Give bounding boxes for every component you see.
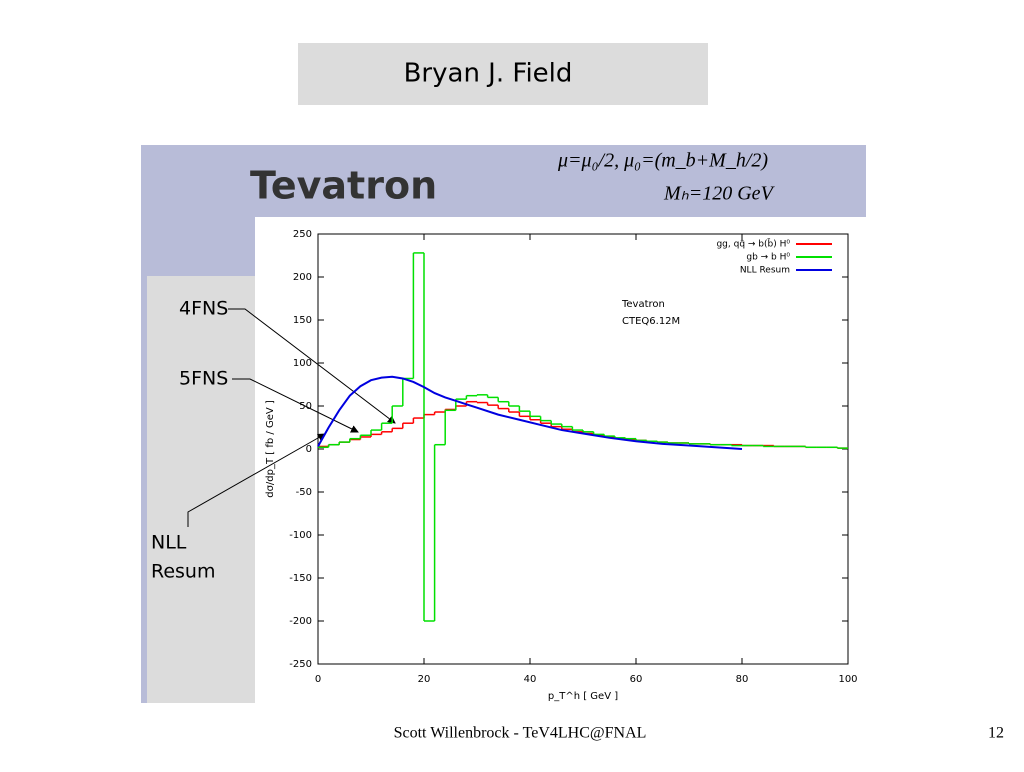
mass: Mₕ=120 GeV: [663, 183, 776, 205]
arrow: [228, 308, 396, 424]
y-axis-label: dσ/dp_T [ fb / GeV ]: [265, 400, 276, 498]
annotation: CTEQ6.12M: [622, 316, 680, 327]
plot-panel: [255, 217, 866, 703]
slide-band: [141, 145, 866, 217]
label: Resum: [151, 561, 216, 583]
y-tick-label: -100: [289, 530, 312, 541]
page-number: 12: [988, 725, 1004, 742]
y-tick-label: -200: [289, 616, 312, 627]
x-tick-label: 80: [736, 674, 749, 685]
x-axis-label: p_T^h [ GeV ]: [548, 691, 618, 702]
y-tick-label: 200: [293, 272, 312, 283]
legend-label: NLL Resum: [740, 266, 790, 276]
chart: -250 -200 -150 -100 -50 0 50 100 150 200 250 0 20 40 6…: [265, 229, 858, 702]
annotation: Tevatron: [621, 299, 665, 310]
y-tick-label: 0: [306, 444, 312, 455]
x-tick-label: 40: [524, 674, 537, 685]
label-panel: [147, 276, 255, 703]
slide-title: Tevatron: [250, 164, 437, 208]
x-tick-label: 60: [630, 674, 643, 685]
y-tick-label: -150: [289, 573, 312, 584]
y-tick-label: 100: [293, 358, 312, 369]
y-tick-label: -50: [296, 487, 312, 498]
x-tick-label: 20: [418, 674, 431, 685]
header-box: [298, 43, 708, 105]
y-tick-label: 250: [293, 229, 312, 240]
header-title: Bryan J. Field: [404, 59, 573, 89]
x-tick-label: 0: [315, 674, 321, 685]
legend-label: gb → b H⁰: [746, 253, 790, 263]
arrow: [232, 378, 359, 433]
x-tick-label: 100: [838, 674, 857, 685]
y-tick-label: 50: [299, 401, 312, 412]
line: [317, 375, 743, 450]
arrow: [187, 433, 326, 527]
label: NLL: [151, 532, 187, 554]
y-tick-label: 150: [293, 315, 312, 326]
y-tick-label: -250: [289, 659, 312, 670]
label: 5FNS: [179, 368, 228, 390]
label: 4FNS: [179, 298, 228, 320]
legend-label: gg, qq̄ → b(b̄) H⁰: [716, 238, 790, 250]
footer-text: Scott Willenbrock - TeV4LHC@FNAL: [394, 725, 647, 742]
formula: μ=μ₀/2, μ₀=(m_b+M_h/2): [557, 150, 768, 172]
